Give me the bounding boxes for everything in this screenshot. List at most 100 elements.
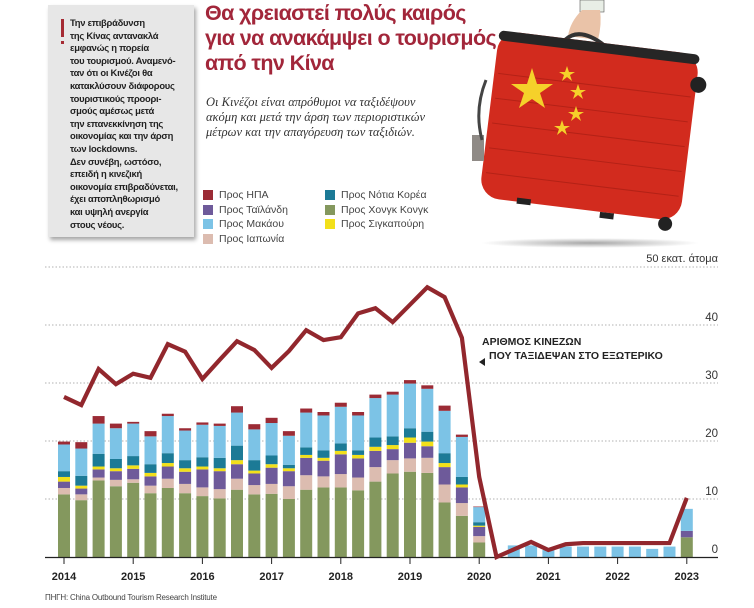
- bar-segment: [109, 468, 122, 472]
- bar-segment: [369, 450, 382, 468]
- bar-segment: [109, 428, 122, 459]
- bar-segment: [334, 454, 347, 475]
- bar-segment: [473, 525, 486, 527]
- bar-segment: [559, 546, 572, 557]
- bar-segment: [438, 502, 451, 557]
- x-tick-label: 2021: [536, 571, 560, 583]
- bar-segment: [58, 487, 70, 495]
- bar-segment: [386, 391, 399, 395]
- bar-segment: [231, 460, 243, 465]
- bar-segment: [404, 437, 416, 443]
- bar-segment: [542, 550, 555, 557]
- bar-segment: [161, 466, 174, 479]
- y-tick-label: 30: [705, 370, 718, 382]
- x-tick-label: 2017: [259, 571, 283, 583]
- bar-segment: [404, 380, 416, 384]
- y-tick-label: 20: [705, 428, 718, 440]
- bar-segment: [75, 448, 88, 476]
- bar-segment: [161, 463, 174, 467]
- bar-segment: [58, 481, 70, 488]
- bar-segment: [352, 477, 365, 491]
- bar-segment: [92, 453, 105, 467]
- bar-segment: [404, 428, 416, 438]
- bar-segment: [334, 450, 347, 455]
- bar-segment: [421, 431, 434, 442]
- bar-segment: [75, 442, 88, 449]
- bar-segment: [369, 481, 382, 557]
- bar-segment: [92, 469, 105, 478]
- legend-label: Προς Σιγκαπούρη: [341, 218, 425, 230]
- bar-segment: [161, 413, 174, 417]
- bar-segment: [231, 464, 243, 479]
- bar-segment: [265, 467, 278, 484]
- bar-segment: [300, 457, 313, 476]
- bar-segment: [282, 471, 295, 487]
- bar-segment: [455, 503, 468, 516]
- x-tick-label: 2016: [190, 571, 214, 583]
- bar-segment: [282, 431, 295, 436]
- bar-segment: [92, 466, 105, 470]
- legend-swatch: [203, 204, 213, 215]
- bar-segment: [109, 423, 122, 429]
- bar-segment: [386, 394, 399, 437]
- bar-segment: [248, 460, 261, 471]
- bar-segment: [473, 536, 486, 543]
- line-annotation-label: ΑΡΙΘΜΟΣ ΚΙΝΕΖΩΝ: [482, 336, 581, 348]
- bar-segment: [473, 542, 486, 557]
- bar-segment: [127, 465, 140, 469]
- bar-segment: [196, 424, 209, 458]
- bar-segment: [663, 546, 676, 557]
- bar-segment: [196, 496, 209, 557]
- bar-segment: [421, 388, 434, 432]
- legend-item: Προς Ιαπωνία: [203, 233, 284, 245]
- bar-segment: [628, 546, 641, 557]
- x-tick-label: 2023: [675, 571, 699, 583]
- legend-item: Προς Ταϊλάνδη: [203, 204, 288, 216]
- bar-segment: [594, 546, 607, 557]
- y-axis-unit-label: 50 εκατ. άτομα: [646, 253, 718, 265]
- bar-segment: [109, 486, 122, 557]
- bar-segment: [473, 506, 486, 508]
- bar-segment: [317, 487, 330, 557]
- legend-item: Προς Χονγκ Κονγκ: [325, 204, 428, 216]
- bar-segment: [144, 476, 157, 486]
- bar-segment: [161, 487, 174, 557]
- bar-segment: [404, 383, 416, 429]
- bar-segment: [231, 406, 243, 413]
- bar-segment: [455, 476, 468, 485]
- bar-segment: [300, 447, 313, 455]
- page-title: Θα χρειαστεί πολύς καιρός για να ανακάμψ…: [205, 1, 497, 75]
- bar-segment: [58, 441, 70, 445]
- bar-segment: [577, 546, 589, 557]
- legend-swatch: [325, 204, 335, 215]
- bar-segment: [317, 460, 330, 477]
- bar-segment: [161, 453, 174, 464]
- bar-segment: [127, 479, 140, 483]
- legend-label: Προς Ταϊλάνδη: [219, 203, 288, 216]
- china-flag-suitcase-illustration: [472, 0, 707, 231]
- bar-segment: [248, 485, 261, 495]
- bar-segment: [386, 473, 399, 557]
- bar-segment: [386, 449, 399, 461]
- legend-item: Προς Μακάου: [203, 218, 284, 230]
- bar-segment: [455, 434, 468, 437]
- bar-segment: [248, 424, 261, 430]
- bar-segment: [92, 477, 105, 481]
- bar-segment: [317, 457, 330, 461]
- bar-segment: [282, 486, 295, 499]
- bar-segment: [213, 423, 226, 426]
- bar-segment: [127, 468, 140, 480]
- bar-segment: [127, 482, 140, 557]
- bar-segment: [334, 406, 347, 444]
- bar-segment: [421, 457, 434, 473]
- bar-segment: [161, 416, 174, 454]
- bar-segment: [231, 445, 243, 461]
- bar-segment: [196, 487, 209, 497]
- bar-segment: [386, 460, 399, 474]
- bar-segment: [58, 476, 70, 482]
- bar-segment: [300, 408, 313, 413]
- bar-segment: [334, 443, 347, 451]
- x-tick-label: 2019: [398, 571, 422, 583]
- bar-segment: [265, 464, 278, 468]
- bar-segment: [248, 473, 261, 486]
